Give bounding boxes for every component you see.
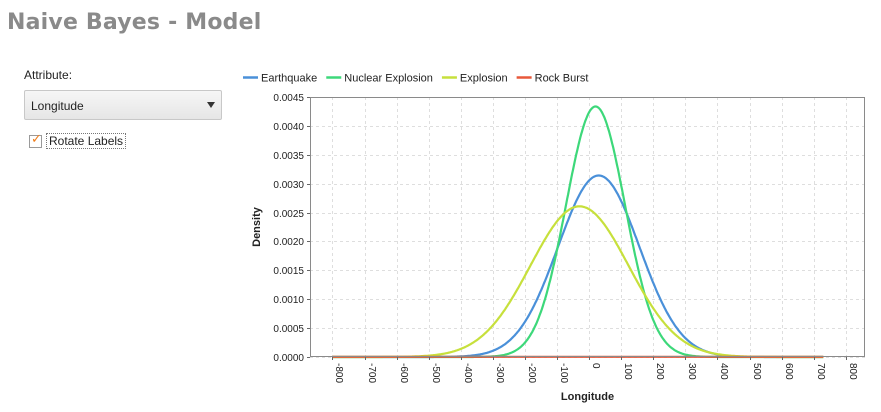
legend-label-nuclear-explosion: Nuclear Explosion	[344, 73, 433, 85]
x-tick-label: 300	[686, 363, 697, 380]
y-axis-title: Density	[251, 206, 263, 247]
x-tick-label: 600	[783, 363, 794, 380]
y-tick-label: 0.0035	[273, 151, 304, 162]
rotate-labels-checkbox-row[interactable]: ✓ Rotate Labels	[29, 131, 127, 150]
x-tick-label: -700	[366, 363, 377, 383]
plot-border	[310, 97, 865, 357]
x-tick-label: 800	[847, 363, 858, 380]
legend-label-explosion: Explosion	[460, 73, 508, 85]
y-tick-label: 0.0045	[273, 93, 304, 104]
x-tick-label: -300	[494, 363, 505, 383]
y-tick-label: 0.0010	[273, 295, 304, 306]
x-tick-label: 100	[622, 363, 633, 380]
page-title: Naive Bayes - Model	[7, 10, 262, 35]
y-tick-label: 0.0040	[273, 122, 304, 133]
x-axis-title: Longitude	[561, 391, 614, 403]
rotate-labels-label[interactable]: Rotate Labels	[46, 133, 127, 149]
y-tick-label: 0.0030	[273, 180, 304, 191]
x-tick-label: -100	[558, 363, 569, 383]
legend-label-earthquake: Earthquake	[261, 73, 317, 85]
y-tick-label: 0.0005	[273, 324, 304, 335]
y-tick-label: 0.0025	[273, 209, 304, 220]
y-tick-label: 0.0020	[273, 237, 304, 248]
x-tick-label: -600	[398, 363, 409, 383]
x-tick-label: 500	[751, 363, 762, 380]
x-axis-ticks: -800 -700 -600 -500 -400 -300 -200 -100 0 100 200 3…	[332, 357, 858, 383]
y-tick-label: 0.0015	[273, 266, 304, 277]
legend-label-rock-burst: Rock Burst	[535, 73, 589, 85]
attribute-select-value: Longitude	[31, 99, 84, 113]
checkmark-icon: ✓	[31, 131, 42, 147]
chevron-down-icon	[207, 102, 215, 108]
x-tick-label: -200	[526, 363, 537, 383]
x-tick-label: -800	[333, 363, 344, 383]
x-tick-label: 0	[590, 363, 601, 369]
y-tick-label: 0.0000	[273, 353, 304, 364]
x-tick-label: 700	[815, 363, 826, 380]
x-tick-label: 400	[718, 363, 729, 380]
attribute-label: Attribute:	[24, 68, 73, 82]
rotate-labels-checkbox[interactable]: ✓	[29, 131, 42, 148]
x-tick-label: 200	[654, 363, 665, 380]
y-axis-ticks: 0.0000 0.0005 0.0010 0.0015 0.0020 0.0025 0.00…	[273, 93, 310, 364]
chart-legend: Earthquake Nuclear Explosion Explosion Rock…	[243, 73, 588, 85]
x-tick-label: -500	[430, 363, 441, 383]
x-tick-label: -400	[462, 363, 473, 383]
plot-area	[310, 97, 865, 357]
attribute-select[interactable]: Longitude	[24, 90, 222, 120]
